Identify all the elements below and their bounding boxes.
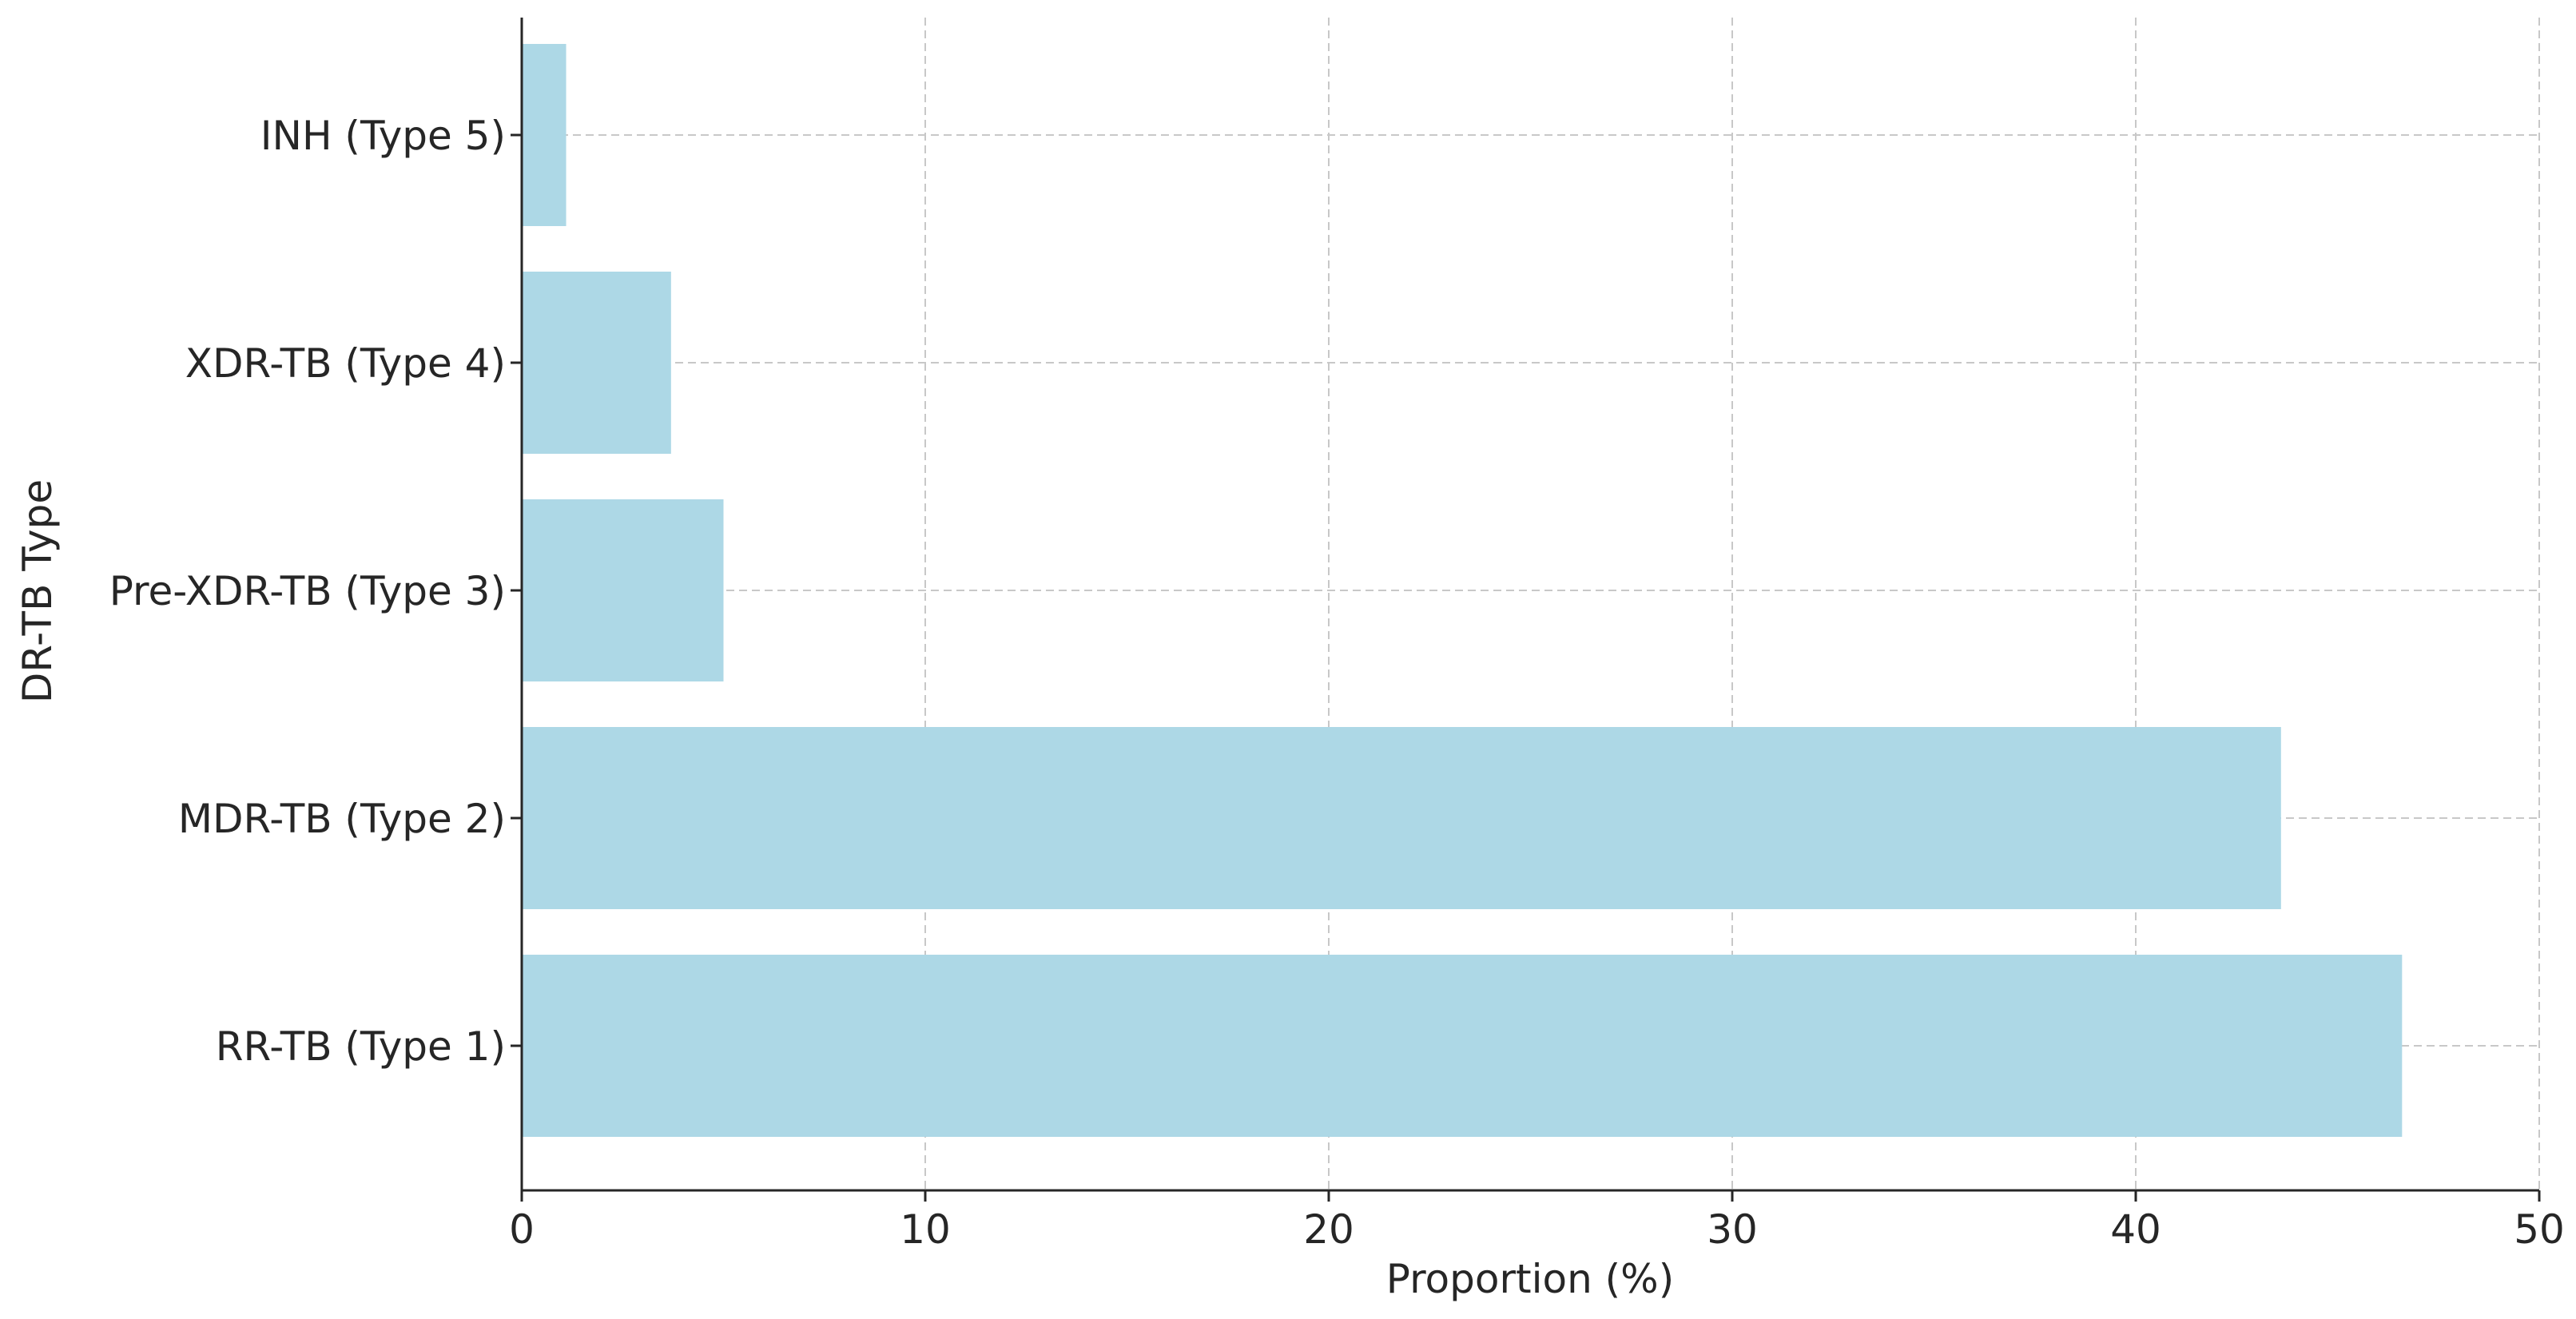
x-axis-ticks: 0 10 20 30 40 50 <box>509 1190 2565 1253</box>
bar <box>522 955 2403 1137</box>
x-axis-label: Proportion (%) <box>1386 1256 1674 1302</box>
y-tick-label: INH (Type 5) <box>260 113 506 159</box>
y-axis-label: DR-TB Type <box>14 479 61 703</box>
axes <box>520 18 2539 1192</box>
y-tick-label: RR-TB (Type 1) <box>216 1023 506 1070</box>
x-tick-label: 0 <box>509 1206 535 1253</box>
y-tick-label: XDR-TB (Type 4) <box>185 340 506 387</box>
x-tick-label: 30 <box>1707 1206 1758 1253</box>
x-tick-label: 50 <box>2514 1206 2565 1253</box>
bar <box>522 44 566 226</box>
bars <box>522 44 2403 1137</box>
y-tick-label: MDR-TB (Type 2) <box>178 796 506 842</box>
x-tick-label: 10 <box>900 1206 951 1253</box>
bar <box>522 499 724 681</box>
y-axis-ticks: RR-TB (Type 1) MDR-TB (Type 2) Pre-XDR-TB … <box>109 113 522 1070</box>
bar <box>522 727 2281 909</box>
x-tick-label: 20 <box>1303 1206 1354 1253</box>
y-tick-label: Pre-XDR-TB (Type 3) <box>109 568 506 614</box>
x-tick-label: 40 <box>2110 1206 2161 1253</box>
bar <box>522 272 671 454</box>
